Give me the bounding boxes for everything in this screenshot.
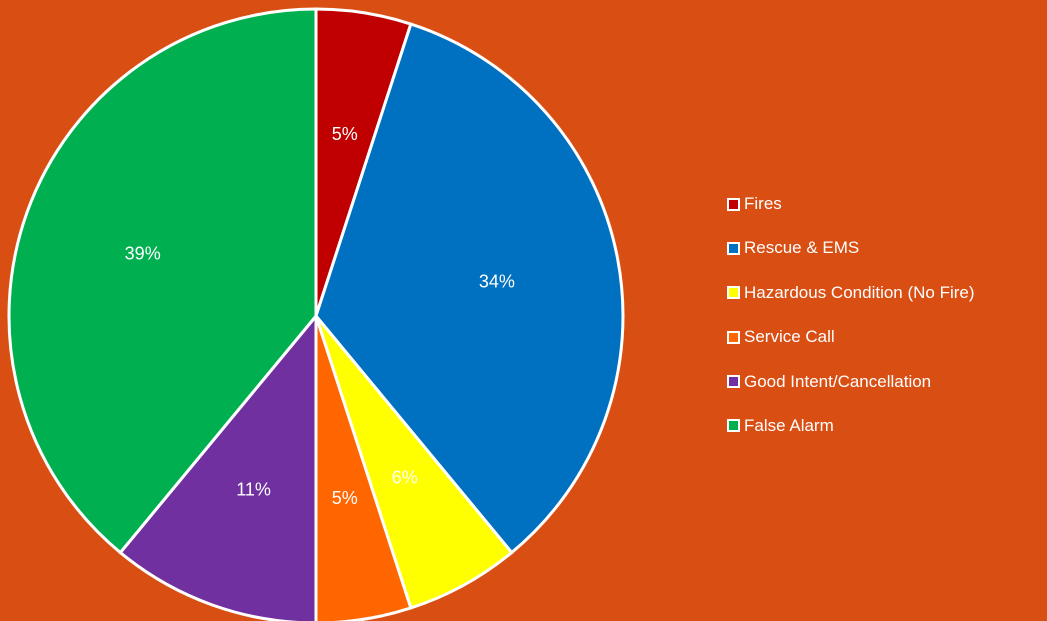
legend-item-hazardous-condition-no-fire: Hazardous Condition (No Fire) bbox=[727, 282, 975, 304]
pie-slice-service-call bbox=[314, 314, 413, 621]
data-label-service-call: 5% bbox=[332, 488, 358, 508]
legend-label-fires: Fires bbox=[744, 194, 782, 213]
legend-item-good-intent-cancellation: Good Intent/Cancellation bbox=[727, 371, 975, 393]
data-label-rescue-ems: 34% bbox=[479, 271, 515, 291]
legend-item-false-alarm: False Alarm bbox=[727, 415, 975, 437]
legend-item-rescue-ems: Rescue & EMS bbox=[727, 237, 975, 259]
legend-swatch-fires bbox=[727, 197, 740, 211]
legend-item-service-call: Service Call bbox=[727, 326, 975, 348]
legend-swatch-service-call bbox=[727, 330, 740, 344]
chart-legend: Fires Rescue & EMS Hazardous Condition (No… bbox=[727, 193, 975, 459]
legend-swatch-rescue-ems bbox=[727, 241, 740, 255]
pie-slice-rescue-ems bbox=[314, 22, 625, 555]
pie-slice-false-alarm bbox=[7, 7, 318, 555]
data-label-hazardous-condition-no-fire: 6% bbox=[392, 467, 418, 487]
data-label-good-intent-cancellation: 11% bbox=[236, 479, 271, 499]
data-label-fires: 5% bbox=[332, 124, 358, 144]
legend-label-false-alarm: False Alarm bbox=[744, 415, 834, 435]
pie-slice-good-intent-cancellation bbox=[118, 314, 318, 621]
legend-swatch-false-alarm bbox=[727, 419, 740, 433]
data-label-false-alarm: 39% bbox=[125, 244, 161, 264]
legend-label-good-intent-cancellation: Good Intent/Cancellation bbox=[744, 371, 932, 391]
legend-item-fires: Fires bbox=[727, 193, 975, 215]
legend-label-service-call: Service Call bbox=[744, 327, 835, 347]
legend-swatch-good-intent-cancellation bbox=[727, 375, 740, 389]
legend-label-rescue-ems: Rescue & EMS bbox=[744, 238, 860, 258]
legend-swatch-hazardous-condition-no-fire bbox=[727, 286, 740, 300]
legend-label-hazardous-condition-no-fire: Hazardous Condition (No Fire) bbox=[744, 282, 975, 302]
